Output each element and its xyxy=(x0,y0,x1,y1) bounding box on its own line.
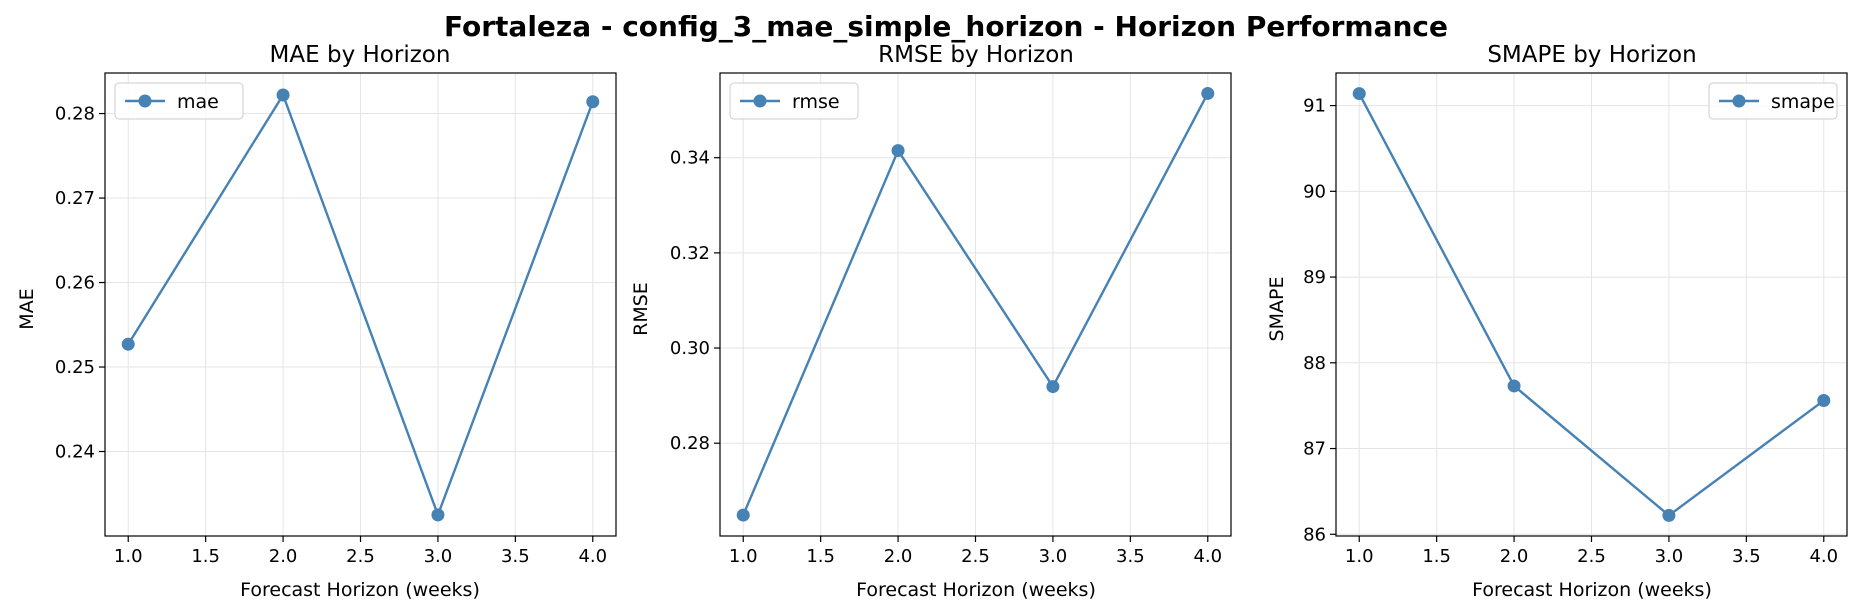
x-tick-label: 1.5 xyxy=(1422,546,1451,567)
legend-label: smape xyxy=(1771,91,1835,113)
y-tick-label: 0.24 xyxy=(55,442,95,463)
data-point xyxy=(431,508,445,522)
x-tick-label: 2.5 xyxy=(961,546,990,567)
x-tick-label: 2.5 xyxy=(1577,546,1606,567)
series-line-rmse xyxy=(742,92,1209,516)
x-tick-label: 3.5 xyxy=(1732,546,1761,567)
y-tick-label: 90 xyxy=(1303,181,1326,202)
x-tick-label: 2.5 xyxy=(346,546,375,567)
data-point xyxy=(1201,86,1215,100)
data-point xyxy=(1352,87,1366,101)
grid xyxy=(720,73,1231,536)
legend-box xyxy=(729,82,859,120)
axes-frame xyxy=(1335,72,1848,537)
y-axis-label: MAE xyxy=(16,288,38,329)
figure-title: Fortaleza - config_3_mae_simple_horizon … xyxy=(444,10,1448,43)
data-point xyxy=(121,337,135,351)
y-tick-label: 0.32 xyxy=(670,243,710,264)
panel-title: MAE by Horizon xyxy=(270,42,451,68)
y-axis-label: RMSE xyxy=(630,282,652,336)
panel-title: SMAPE by Horizon xyxy=(1487,42,1696,68)
y-tick-label: 87 xyxy=(1303,439,1326,460)
legend-box xyxy=(114,82,244,120)
data-point xyxy=(586,95,600,109)
mae-panel: MAE by Horizon Forecast Horizon (weeks) … xyxy=(16,42,617,601)
x-tick-label: 2.0 xyxy=(1500,546,1529,567)
axes-frame xyxy=(719,72,1232,537)
x-tick-label: 3.5 xyxy=(501,546,530,567)
rmse-panel: RMSE by Horizon Forecast Horizon (weeks)… xyxy=(630,42,1232,601)
smape-panel: SMAPE by Horizon Forecast Horizon (weeks… xyxy=(1266,42,1848,601)
x-tick-label: 1.5 xyxy=(806,546,835,567)
legend: smape xyxy=(1708,82,1838,120)
y-tick-label: 0.34 xyxy=(670,148,710,169)
grid xyxy=(1336,73,1847,536)
data-point xyxy=(1507,379,1521,393)
y-tick-label: 0.25 xyxy=(55,357,95,378)
y-tick-label: 0.27 xyxy=(55,188,95,209)
x-tick-label: 1.0 xyxy=(729,546,758,567)
legend-marker xyxy=(1732,94,1746,108)
x-tick-label: 2.0 xyxy=(884,546,913,567)
y-tick-label: 0.30 xyxy=(670,338,710,359)
legend: mae xyxy=(114,82,244,120)
legend-box xyxy=(1708,82,1838,120)
x-tick-label: 1.0 xyxy=(1345,546,1374,567)
x-tick-label: 2.0 xyxy=(269,546,298,567)
series-line-smape xyxy=(1358,93,1825,517)
y-tick-label: 89 xyxy=(1303,267,1326,288)
data-point xyxy=(1046,380,1060,394)
data-point xyxy=(1817,394,1831,408)
data-point xyxy=(891,144,905,158)
legend-marker xyxy=(753,94,767,108)
legend: rmse xyxy=(729,82,859,120)
data-point xyxy=(276,88,290,102)
x-axis-label: Forecast Horizon (weeks) xyxy=(240,579,480,601)
y-tick-label: 86 xyxy=(1303,524,1326,545)
data-point xyxy=(1662,508,1676,522)
x-axis-label: Forecast Horizon (weeks) xyxy=(1472,579,1712,601)
x-tick-label: 1.5 xyxy=(191,546,220,567)
axes-frame xyxy=(104,72,617,537)
panel-title: RMSE by Horizon xyxy=(878,42,1074,68)
x-tick-label: 1.0 xyxy=(114,546,143,567)
data-point xyxy=(736,508,750,522)
y-tick-label: 0.26 xyxy=(55,273,95,294)
x-tick-label: 4.0 xyxy=(1809,546,1838,567)
y-tick-label: 0.28 xyxy=(55,104,95,125)
y-tick-label: 91 xyxy=(1303,96,1326,117)
x-tick-label: 3.0 xyxy=(1039,546,1068,567)
y-axis-label: SMAPE xyxy=(1266,277,1288,342)
series-line-mae xyxy=(127,92,594,519)
x-tick-label: 3.0 xyxy=(424,546,453,567)
x-tick-label: 4.0 xyxy=(578,546,607,567)
y-tick-label: 0.28 xyxy=(670,433,710,454)
legend-label: rmse xyxy=(792,91,840,113)
x-tick-label: 4.0 xyxy=(1193,546,1222,567)
x-tick-label: 3.5 xyxy=(1116,546,1145,567)
x-axis-label: Forecast Horizon (weeks) xyxy=(856,579,1096,601)
y-tick-label: 88 xyxy=(1303,353,1326,374)
x-tick-label: 3.0 xyxy=(1655,546,1684,567)
legend-marker xyxy=(138,94,152,108)
legend-label: mae xyxy=(177,91,219,113)
